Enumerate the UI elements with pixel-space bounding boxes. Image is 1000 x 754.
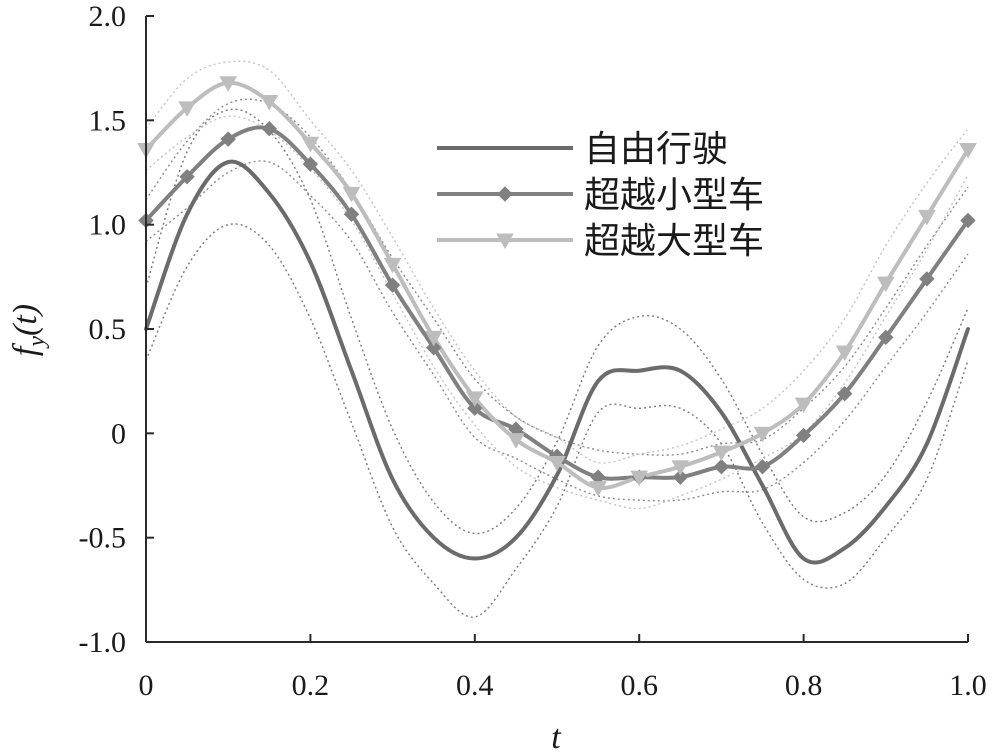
confidence-bands <box>145 60 969 618</box>
legend-label: 自由行驶 <box>584 129 728 170</box>
series-3-line <box>144 80 970 490</box>
series-2-point <box>384 277 401 293</box>
x-axis-title: t <box>551 719 562 754</box>
y-tick-label: -1.0 <box>79 626 127 659</box>
series-3-band-lower <box>145 115 969 510</box>
series-1-band-lower <box>145 223 969 618</box>
series-2-band-upper <box>145 98 969 456</box>
legend-swatch-marker <box>496 233 514 250</box>
series-2-point <box>261 120 278 137</box>
y-tick-label: 0 <box>111 417 126 450</box>
y-axis-title-sub: y <box>24 336 50 349</box>
series-3-point <box>301 136 320 153</box>
x-tick-label: 1.0 <box>949 669 987 702</box>
tick-labels: -1.0 -0.5 0 0.5 1.0 1.5 2.0 0 0.2 0.4 0.6 0.8 1.0 <box>79 0 987 702</box>
series-markers <box>137 76 977 497</box>
series-2-line <box>144 125 970 481</box>
series-3-point <box>712 445 731 462</box>
series-3-point <box>918 209 936 226</box>
series-3-point <box>876 276 895 293</box>
y-tick-label: 0.5 <box>89 313 127 346</box>
axes <box>145 15 969 643</box>
series-2-point <box>302 156 319 172</box>
y-tick-label: 1.5 <box>89 104 127 137</box>
x-tick-label: 0.4 <box>456 669 494 702</box>
y-axis-title-arg: (t) <box>7 304 44 336</box>
series-3-band-upper <box>145 60 969 464</box>
series-3-point <box>260 95 279 111</box>
series-lines <box>144 80 970 565</box>
series-2-point <box>467 400 483 417</box>
series-3-point <box>178 101 196 117</box>
legend-label: 超越大型车 <box>584 221 764 262</box>
y-tick-label: 1.0 <box>89 209 127 242</box>
series-2-point <box>672 469 689 485</box>
series-3-point <box>753 426 772 443</box>
x-tick-label: 0.2 <box>292 669 330 702</box>
series-3-point <box>835 345 854 361</box>
series-3-point <box>589 481 607 497</box>
series-3-point <box>959 143 977 159</box>
series-3-point <box>342 186 361 203</box>
y-tick-label: 2.0 <box>89 0 127 33</box>
series-2-point <box>220 131 236 147</box>
series-3-point <box>794 397 813 414</box>
x-tick-label: 0.6 <box>620 669 658 702</box>
series-2-point <box>960 212 976 229</box>
series-3-point <box>671 460 690 476</box>
series-2-point <box>919 271 935 287</box>
series-3-point <box>465 391 484 407</box>
series-2-point <box>878 329 894 346</box>
series-2-point <box>713 459 730 475</box>
series-3-point <box>424 330 443 347</box>
series-3-point <box>630 470 649 487</box>
x-tick-label: 0 <box>139 669 154 702</box>
legend-swatch-marker <box>497 186 513 202</box>
series-2-point <box>179 168 195 185</box>
series-3-point <box>219 76 238 92</box>
x-tick-label: 0.8 <box>785 669 823 702</box>
series-3-point <box>507 433 525 449</box>
series-1-band-upper <box>145 108 969 535</box>
series-3-point <box>548 456 566 472</box>
series-3-point <box>383 257 402 274</box>
series-1-line <box>144 159 970 565</box>
series-2-point <box>836 385 853 402</box>
legend-label: 超越小型车 <box>584 175 764 216</box>
y-axis-title: fy(t) <box>7 304 50 356</box>
series-2-point <box>795 427 812 444</box>
series-2-point <box>425 340 442 356</box>
y-tick-label: -0.5 <box>79 522 127 555</box>
series-2-point <box>343 206 360 222</box>
series-2-point <box>754 459 771 475</box>
